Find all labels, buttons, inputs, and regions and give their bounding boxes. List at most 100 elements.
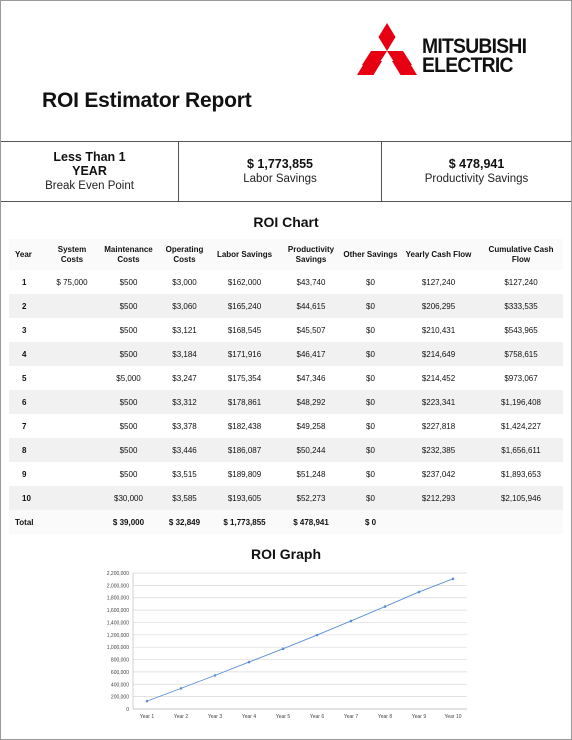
col-year-cell: 2	[9, 294, 46, 318]
logo-wordmark: MITSUBISHI ELECTRIC	[422, 35, 527, 77]
y-tick-label: 800,000	[111, 658, 129, 664]
report-header: MITSUBISHI ELECTRIC ROI Estimator Report	[1, 1, 571, 142]
col-maintenance-costs-cell: $500	[98, 318, 159, 342]
col-operating-costs-cell: $3,184	[159, 342, 210, 366]
y-tick-label: 1,600,000	[107, 608, 129, 614]
table-row: 7 $500 $3,378 $182,438 $49,258 $0 $227,818 $1,4…	[9, 414, 563, 438]
col-year-cell: 5	[9, 366, 46, 390]
x-tick-label: Year 7	[344, 714, 358, 720]
summary-productivity-savings: $ 478,941 Productivity Savings	[382, 142, 571, 201]
col-other-savings-cell: $0	[343, 414, 398, 438]
col-yearly-cash-flow-cell: $206,295	[398, 294, 479, 318]
col-system-costs-cell: $ 75,000	[46, 270, 98, 294]
col-maintenance-costs-cell: $5,000	[98, 366, 159, 390]
x-tick-label: Year 9	[412, 714, 426, 720]
productivity-savings-label: Productivity Savings	[424, 173, 529, 185]
total-col-yearly-cash-flow-cell	[398, 510, 479, 534]
total-col-maintenance-costs-cell: $ 39,000	[98, 510, 159, 534]
table-row: 4 $500 $3,184 $171,916 $46,417 $0 $214,649 $758…	[9, 342, 563, 366]
total-col-other-savings-cell: $ 0	[343, 510, 398, 534]
header-col-productivity-savings: Productivity Savings	[279, 239, 343, 270]
y-tick-label: 0	[126, 707, 129, 713]
header-col-system-costs: System Costs	[46, 239, 98, 270]
col-labor-savings-cell: $162,000	[210, 270, 279, 294]
data-point	[281, 647, 285, 651]
col-maintenance-costs-cell: $30,000	[98, 486, 159, 510]
col-maintenance-costs-cell: $500	[98, 342, 159, 366]
col-cumulative-cash-flow-cell: $543,965	[479, 318, 563, 342]
col-productivity-savings-cell: $52,273	[279, 486, 343, 510]
table-row: 2 $500 $3,060 $165,240 $44,615 $0 $206,295 $333…	[9, 294, 563, 318]
data-point	[145, 699, 149, 703]
col-cumulative-cash-flow-cell: $1,424,227	[479, 414, 563, 438]
col-other-savings-cell: $0	[343, 318, 398, 342]
data-point	[213, 674, 217, 677]
labor-savings-label: Labor Savings	[243, 173, 317, 185]
col-labor-savings-cell: $171,916	[210, 342, 279, 366]
col-yearly-cash-flow-cell: $212,293	[398, 486, 479, 510]
col-year-cell: 10	[9, 486, 46, 510]
col-other-savings-cell: $0	[343, 462, 398, 486]
col-maintenance-costs-cell: $500	[98, 462, 159, 486]
col-year-cell: 9	[9, 462, 46, 486]
logo-word-mitsubishi: MITSUBISHI	[422, 35, 527, 58]
col-other-savings-cell: $0	[343, 390, 398, 414]
total-col-productivity-savings-cell: $ 478,941	[279, 510, 343, 534]
col-system-costs-cell	[46, 462, 98, 486]
col-yearly-cash-flow-cell: $127,240	[398, 270, 479, 294]
x-tick-label: Year 2	[174, 714, 188, 720]
roi-table: Year System Costs Maintenance Costs Operati…	[9, 239, 563, 534]
col-operating-costs-cell: $3,446	[159, 438, 210, 462]
x-tick-label: Year 10	[444, 714, 461, 720]
table-total-row: Total $ 39,000 $ 32,849 $ 1,773,855 $ 478,94…	[9, 510, 563, 534]
col-labor-savings-cell: $182,438	[210, 414, 279, 438]
col-cumulative-cash-flow-cell: $127,240	[479, 270, 563, 294]
col-yearly-cash-flow-cell: $232,385	[398, 438, 479, 462]
col-operating-costs-cell: $3,247	[159, 366, 210, 390]
y-tick-label: 400,000	[111, 682, 129, 688]
col-productivity-savings-cell: $50,244	[279, 438, 343, 462]
roi-line-chart: 0 200,000 400,000 600,000 800,000 1,000,000 1,…	[107, 571, 467, 720]
col-cumulative-cash-flow-cell: $1,656,611	[479, 438, 563, 462]
header-col-year: Year	[9, 239, 46, 270]
col-productivity-savings-cell: $46,417	[279, 342, 343, 366]
break-even-value: Less Than 1	[53, 150, 126, 164]
total-col-cumulative-cash-flow-cell	[479, 510, 563, 534]
total-col-operating-costs-cell: $ 32,849	[159, 510, 210, 534]
x-tick-label: Year 8	[378, 714, 392, 720]
col-system-costs-cell	[46, 342, 98, 366]
summary-break-even: Less Than 1 YEAR Break Even Point	[1, 142, 179, 201]
col-operating-costs-cell: $3,515	[159, 462, 210, 486]
data-point	[315, 633, 319, 637]
total-col-system-costs-cell	[46, 510, 98, 534]
header-col-operating-costs: Operating Costs	[159, 239, 210, 270]
col-cumulative-cash-flow-cell: $333,535	[479, 294, 563, 318]
col-system-costs-cell	[46, 294, 98, 318]
roi-table-container: Year System Costs Maintenance Costs Operati…	[9, 239, 563, 534]
logo-word-electric: ELECTRIC	[422, 54, 513, 77]
roi-chart-title: ROI Chart	[253, 214, 319, 230]
col-system-costs-cell	[46, 486, 98, 510]
table-header-row: Year System Costs Maintenance Costs Operati…	[9, 239, 563, 270]
col-year-cell: 4	[9, 342, 46, 366]
x-tick-label: Year 3	[208, 714, 222, 720]
col-operating-costs-cell: $3,585	[159, 486, 210, 510]
col-cumulative-cash-flow-cell: $973,067	[479, 366, 563, 390]
col-maintenance-costs-cell: $500	[98, 414, 159, 438]
header-col-yearly-cash-flow: Yearly Cash Flow	[398, 239, 479, 270]
col-operating-costs-cell: $3,060	[159, 294, 210, 318]
header-col-labor-savings: Labor Savings	[210, 239, 279, 270]
roi-graph-title: ROI Graph	[250, 546, 321, 562]
x-tick-label: Year 1	[140, 714, 154, 720]
col-cumulative-cash-flow-cell: $758,615	[479, 342, 563, 366]
total-col-labor-savings-cell: $ 1,773,855	[210, 510, 279, 534]
y-tick-label: 2,000,000	[107, 583, 129, 589]
logo-lower-diamonds	[357, 61, 417, 75]
y-tick-label: 1,400,000	[107, 620, 129, 626]
col-system-costs-cell	[46, 366, 98, 390]
col-productivity-savings-cell: $45,507	[279, 318, 343, 342]
summary-labor-savings: $ 1,773,855 Labor Savings	[179, 142, 382, 201]
table-row: 6 $500 $3,312 $178,861 $48,292 $0 $223,341 $1,1…	[9, 390, 563, 414]
table-body: 1 $ 75,000 $500 $3,000 $162,000 $43,740 $0 $127…	[9, 270, 563, 534]
